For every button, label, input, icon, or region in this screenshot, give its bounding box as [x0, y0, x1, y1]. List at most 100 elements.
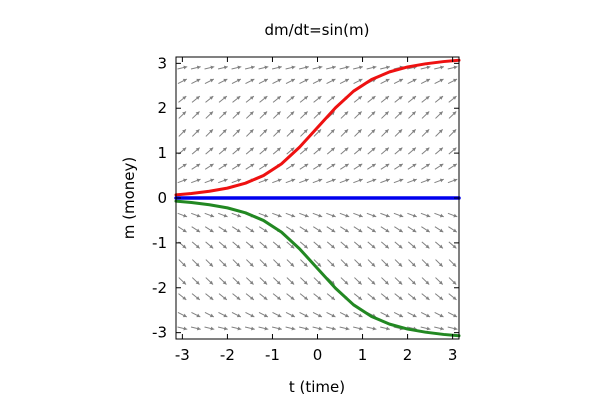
field-arrow-head — [196, 178, 201, 183]
field-arrow-head — [222, 296, 227, 300]
field-arrow — [421, 163, 431, 170]
field-arrow — [339, 326, 350, 331]
field-arrow-head — [425, 262, 430, 267]
field-arrow — [232, 259, 241, 267]
field-arrow — [218, 147, 228, 155]
field-arrow-head — [303, 111, 308, 116]
field-arrow — [271, 65, 282, 70]
field-arrow — [435, 277, 444, 285]
field-arrow — [339, 65, 350, 70]
field-arrow — [177, 212, 188, 218]
field-arrow-head — [236, 244, 241, 249]
field-arrow — [393, 212, 404, 218]
field-arrow — [299, 95, 309, 103]
field-arrow-head — [318, 65, 323, 70]
field-arrow — [178, 277, 187, 285]
field-arrow-head — [223, 326, 228, 331]
field-arrow-head — [263, 78, 268, 83]
field-arrow-head — [330, 296, 335, 300]
field-arrow-head — [237, 65, 242, 70]
field-arrow-head — [344, 78, 349, 83]
field-arrow-head — [183, 213, 188, 218]
field-arrow — [272, 241, 282, 249]
y-tick-label: -2 — [152, 279, 167, 297]
field-arrow — [244, 65, 255, 70]
field-arrow-head — [359, 65, 363, 70]
field-arrow-head — [276, 147, 281, 152]
field-arrow — [299, 178, 309, 184]
field-arrow — [326, 241, 336, 249]
field-arrow-head — [345, 178, 350, 183]
field-arrow-head — [209, 244, 214, 249]
field-arrow-head — [195, 262, 200, 267]
field-arrow — [420, 326, 431, 331]
field-arrow-head — [222, 280, 227, 285]
field-arrow-head — [290, 313, 295, 318]
field-arrow — [258, 178, 269, 184]
field-arrow — [245, 163, 255, 170]
field-arrow-head — [344, 163, 349, 168]
field-arrow — [312, 65, 323, 70]
field-arrow — [448, 147, 457, 155]
field-arrow-head — [317, 296, 322, 300]
field-arrow-head — [344, 228, 349, 233]
field-arrow — [313, 95, 322, 103]
field-arrow — [232, 111, 241, 119]
field-arrow — [205, 147, 214, 155]
field-arrow-head — [452, 280, 457, 285]
field-arrow — [191, 226, 201, 233]
field-arrow-head — [223, 213, 228, 218]
field-arrow-head — [330, 262, 335, 267]
field-arrow — [218, 212, 228, 218]
field-arrow-head — [196, 228, 201, 233]
field-arrow — [421, 129, 430, 137]
field-arrow — [258, 311, 269, 318]
field-arrow — [177, 163, 187, 170]
field-arrow-head — [358, 296, 362, 300]
field-arrow-head — [263, 262, 268, 267]
field-arrow-head — [412, 213, 417, 218]
field-arrow — [259, 95, 268, 103]
field-arrow — [353, 95, 363, 103]
field-arrow — [407, 147, 417, 155]
field-arrow-head — [452, 262, 457, 267]
field-arrow — [448, 163, 458, 170]
field-arrow — [447, 311, 458, 318]
field-arrow — [366, 212, 377, 218]
field-arrow-head — [276, 111, 281, 116]
field-arrow — [366, 178, 377, 184]
field-arrow-head — [357, 147, 362, 152]
x-tick-label: -1 — [265, 346, 280, 364]
field-arrow-head — [196, 163, 201, 168]
field-arrow-head — [277, 65, 282, 70]
field-arrow-head — [183, 65, 188, 70]
field-arrow — [300, 277, 308, 285]
x-axis-label: t (time) — [289, 378, 345, 396]
field-arrow — [246, 259, 254, 267]
field-arrow-head — [438, 147, 443, 152]
field-arrow-head — [196, 313, 201, 318]
field-arrow-head — [330, 96, 335, 100]
field-arrow — [339, 178, 350, 184]
field-arrow — [205, 293, 214, 301]
field-arrow — [286, 129, 295, 137]
field-arrow-head — [182, 280, 186, 285]
field-arrow — [191, 147, 200, 155]
field-arrow — [191, 78, 201, 85]
field-arrow — [313, 129, 322, 137]
field-arrow — [434, 326, 445, 331]
field-arrow-head — [303, 280, 308, 285]
field-arrow-head — [439, 313, 444, 318]
field-arrow-head — [249, 147, 254, 152]
field-arrow — [285, 212, 296, 218]
field-arrow — [448, 259, 457, 267]
field-arrow — [313, 277, 322, 285]
field-arrow-head — [290, 111, 295, 116]
field-arrow — [408, 259, 416, 267]
field-arrow-head — [264, 213, 269, 218]
field-arrow-head — [277, 78, 282, 83]
field-arrow — [273, 277, 281, 285]
field-arrow-head — [236, 280, 241, 285]
field-arrow-head — [426, 326, 431, 331]
